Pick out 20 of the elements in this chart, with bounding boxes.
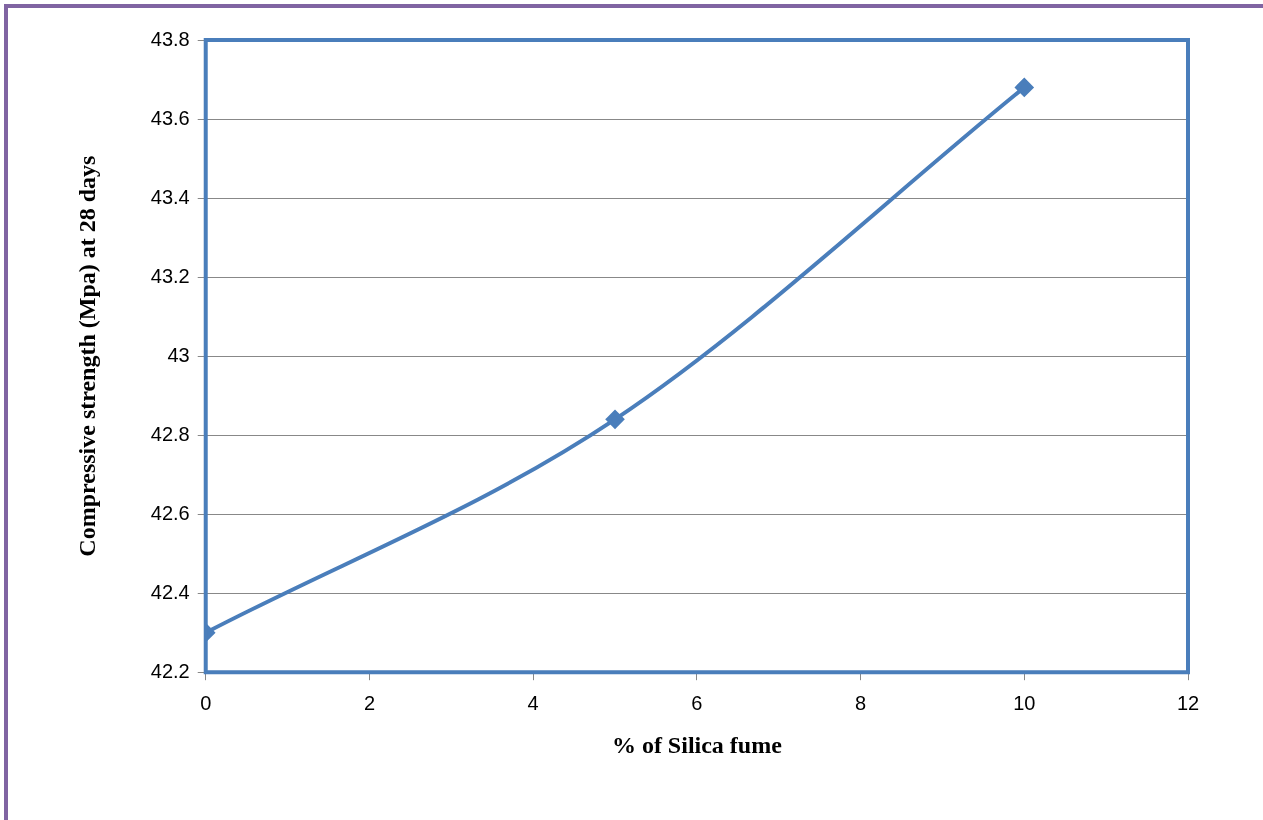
x-tick-label: 8 — [855, 691, 867, 714]
y-tick-label: 43.4 — [150, 185, 190, 208]
y-tick-label: 43.8 — [150, 27, 190, 50]
x-tick-label: 6 — [691, 691, 703, 714]
y-tick-label: 43 — [167, 343, 190, 366]
x-tick-label: 4 — [527, 691, 539, 714]
y-tick-label: 43.2 — [150, 264, 190, 287]
y-axis-title: Compressive strength (Mpa) at 28 days — [73, 155, 100, 557]
point — [1015, 78, 1034, 97]
y-tick-label: 42.6 — [150, 501, 190, 524]
y-tick-label: 42.4 — [150, 580, 190, 603]
x-axis-title: % of Silica fume — [611, 731, 783, 758]
y-tick-label: 43.6 — [150, 106, 190, 129]
x-tick-label: 10 — [1013, 691, 1036, 714]
x-tick-label: 12 — [1176, 691, 1200, 714]
y-tick-label: 42.8 — [150, 422, 190, 445]
point — [606, 410, 625, 429]
x-tick-label: 0 — [200, 691, 212, 714]
x-tick-label: 2 — [363, 691, 375, 714]
y-tick-label: 42.2 — [150, 659, 190, 682]
